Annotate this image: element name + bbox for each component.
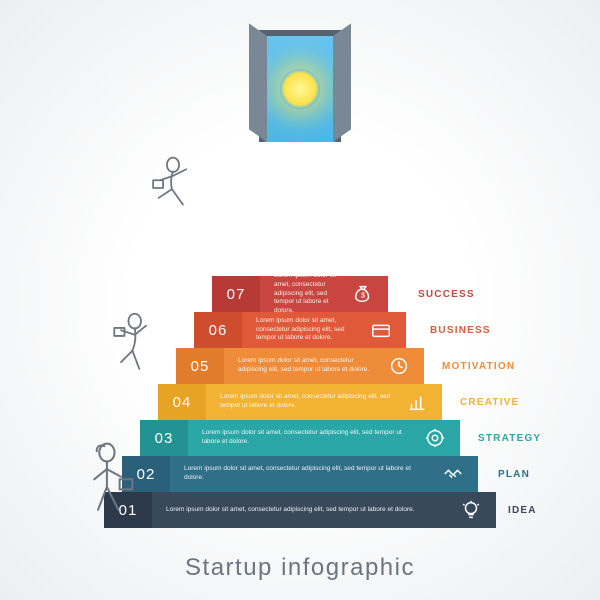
step-description: Lorem ipsum dolor sit amet, consectetur …	[256, 317, 358, 343]
chart-icon	[404, 391, 430, 413]
step-description: Lorem ipsum dolor sit amet, consectetur …	[166, 506, 448, 515]
step-number: 03	[140, 420, 188, 456]
step-description: Lorem ipsum dolor sit amet, consectetur …	[238, 357, 376, 375]
step-body: Lorem ipsum dolor sit amet, consectetur …	[170, 456, 478, 492]
person-climb-icon	[112, 310, 162, 385]
step-description: Lorem ipsum dolor sit amet, consectetur …	[220, 393, 394, 411]
clock-icon	[386, 355, 412, 377]
moneybag-icon	[350, 283, 376, 305]
gearhead-icon	[422, 427, 448, 449]
step-label-plan: PLAN	[498, 469, 530, 480]
step-body: Lorem ipsum dolor sit amet, consectetur …	[242, 312, 406, 348]
person-run-icon	[148, 156, 198, 225]
step-label-business: BUSINESS	[430, 325, 491, 336]
step-description: Lorem ipsum dolor sit amet, consectetur …	[274, 272, 340, 316]
step-row-07: 07Lorem ipsum dolor sit amet, consectetu…	[212, 276, 388, 312]
card-icon	[368, 319, 394, 341]
door-to-success	[259, 30, 341, 142]
step-number: 06	[194, 312, 242, 348]
step-body: Lorem ipsum dolor sit amet, consectetur …	[188, 420, 460, 456]
step-label-creative: CREATIVE	[460, 397, 519, 408]
sun-icon	[280, 69, 320, 109]
step-row-03: 03 Lorem ipsum dolor sit amet, consectetu…	[140, 420, 460, 456]
step-row-01: 01Lorem ipsum dolor sit amet, consectetu…	[104, 492, 496, 528]
step-label-success: SUCCESS	[418, 289, 475, 300]
step-row-06: 06 Lorem ipsum dolor sit amet, consectetu…	[194, 312, 406, 348]
step-description: Lorem ipsum dolor sit amet, consectetur …	[184, 465, 430, 483]
step-body: Lorem ipsum dolor sit amet, consectetur …	[260, 276, 388, 312]
handshake-icon	[440, 463, 466, 485]
step-body: Lorem ipsum dolor sit amet, consectetur …	[206, 384, 442, 420]
step-number: 07	[212, 276, 260, 312]
step-label-motivation: MOTIVATION	[442, 361, 515, 372]
bulb-icon	[458, 499, 484, 521]
step-description: Lorem ipsum dolor sit amet, consectetur …	[202, 429, 412, 447]
infographic-title: Startup infographic	[0, 554, 600, 582]
step-body: Lorem ipsum dolor sit amet, consectetur …	[224, 348, 424, 384]
person-walk-icon	[84, 440, 140, 521]
step-row-02: 02Lorem ipsum dolor sit amet, consectetu…	[122, 456, 478, 492]
step-row-04: 04 Lorem ipsum dolor sit amet, consectetu…	[158, 384, 442, 420]
step-number: 05	[176, 348, 224, 384]
step-label-idea: IDEA	[508, 505, 537, 516]
infographic-stage: Startup infographic 01Lorem ipsum dolor …	[0, 0, 600, 600]
step-label-strategy: STRATEGY	[478, 433, 541, 444]
step-row-05: 05 Lorem ipsum dolor sit amet, consectetu…	[176, 348, 424, 384]
step-number: 04	[158, 384, 206, 420]
step-body: Lorem ipsum dolor sit amet, consectetur …	[152, 492, 496, 528]
